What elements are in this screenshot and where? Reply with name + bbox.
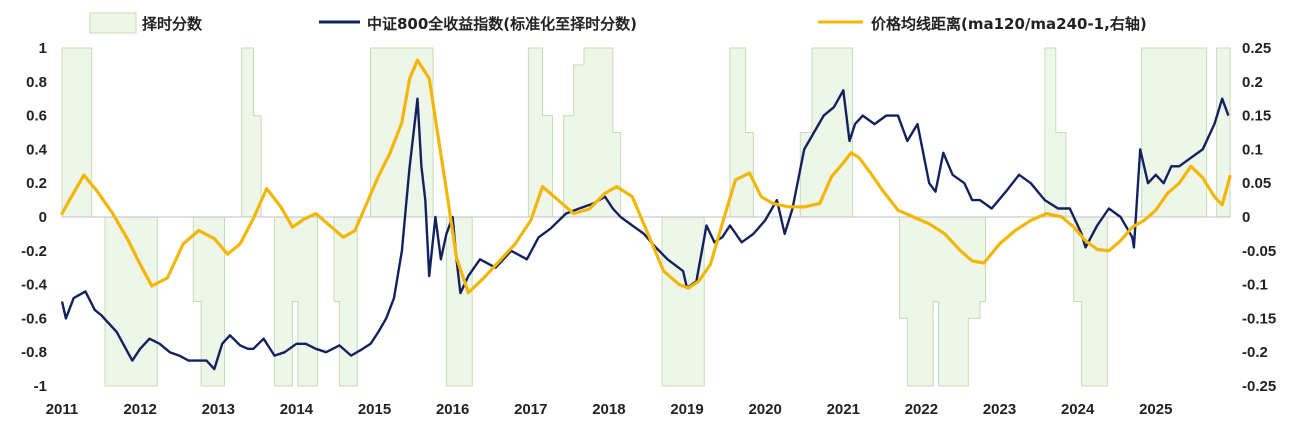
index-series-line (60, 89, 1230, 371)
x-axis-tick-label: 2024 (1061, 401, 1095, 418)
right-axis-tick-label: -0.25 (1242, 378, 1276, 395)
left-axis: 1 0.8 0.6 0.4 0.2 0 -0.2 -0.4 -0.6 -0.8 -1 (21, 40, 48, 395)
x-axis-tick-label: 2025 (1139, 401, 1172, 418)
left-axis-tick-label: -1 (34, 378, 47, 395)
left-axis-tick-label: 0.4 (26, 141, 48, 158)
plot-area (60, 47, 1232, 387)
left-axis-tick-label: 0.8 (26, 74, 47, 91)
x-axis-tick-label: 2021 (827, 401, 860, 418)
legend-label-index: 中证800全收益指数(标准化至择时分数) (367, 15, 637, 33)
right-axis-tick-label: 0 (1242, 209, 1250, 226)
right-axis-tick-label: -0.15 (1242, 310, 1276, 327)
left-axis-tick-label: -0.2 (21, 243, 47, 260)
left-axis-tick-label: 0 (39, 209, 47, 226)
right-axis-tick-label: 0.2 (1242, 74, 1263, 91)
right-axis-tick-label: 0.05 (1242, 175, 1271, 192)
left-axis-tick-label: 0.2 (26, 175, 47, 192)
legend-label-ma-distance: 价格均线距离(ma120/ma240-1,右轴) (871, 15, 1147, 33)
x-axis-tick-label: 2022 (905, 401, 938, 418)
x-axis-tick-label: 2012 (123, 401, 156, 418)
ma-distance-series-line (60, 58, 1232, 295)
left-axis-tick-label: -0.6 (21, 310, 47, 327)
right-axis-tick-label: 0.25 (1242, 40, 1271, 57)
x-axis-tick-label: 2015 (358, 401, 391, 418)
right-axis-tick-label: -0.05 (1242, 243, 1276, 260)
x-axis-tick-label: 2011 (46, 401, 79, 418)
x-axis-tick-label: 2020 (748, 401, 781, 418)
x-axis-tick-label: 2023 (983, 401, 1016, 418)
right-axis-tick-label: 0.1 (1242, 141, 1263, 158)
legend: 择时分数 中证800全收益指数(标准化至择时分数) 价格均线距离(ma120/m… (89, 12, 1147, 34)
right-axis-tick-label: -0.2 (1242, 344, 1268, 361)
x-axis: 2011 2012 2013 2014 2015 2016 2017 2018 2019 2020… (46, 401, 1173, 418)
x-axis-tick-label: 2014 (280, 401, 314, 418)
x-axis-tick-label: 2019 (670, 401, 703, 418)
x-axis-tick-label: 2017 (514, 401, 547, 418)
legend-label-timing-score: 择时分数 (142, 15, 203, 33)
x-axis-tick-label: 2013 (202, 401, 235, 418)
left-axis-tick-label: 0.6 (26, 108, 47, 125)
x-axis-tick-label: 2016 (436, 401, 469, 418)
left-axis-tick-label: -0.4 (21, 277, 48, 294)
left-axis-tick-label: -0.8 (21, 344, 47, 361)
right-axis-tick-label: -0.1 (1242, 277, 1268, 294)
x-axis-tick-label: 2018 (592, 401, 625, 418)
timing-score-area (61, 47, 1231, 387)
left-axis-tick-label: 1 (39, 40, 47, 57)
right-axis: 0.25 0.2 0.15 0.1 0.05 0 -0.05 -0.1 -0.15 -0.2 -0.… (1242, 40, 1276, 395)
legend-swatch-timing-score (89, 12, 137, 34)
right-axis-tick-label: 0.15 (1242, 108, 1271, 125)
